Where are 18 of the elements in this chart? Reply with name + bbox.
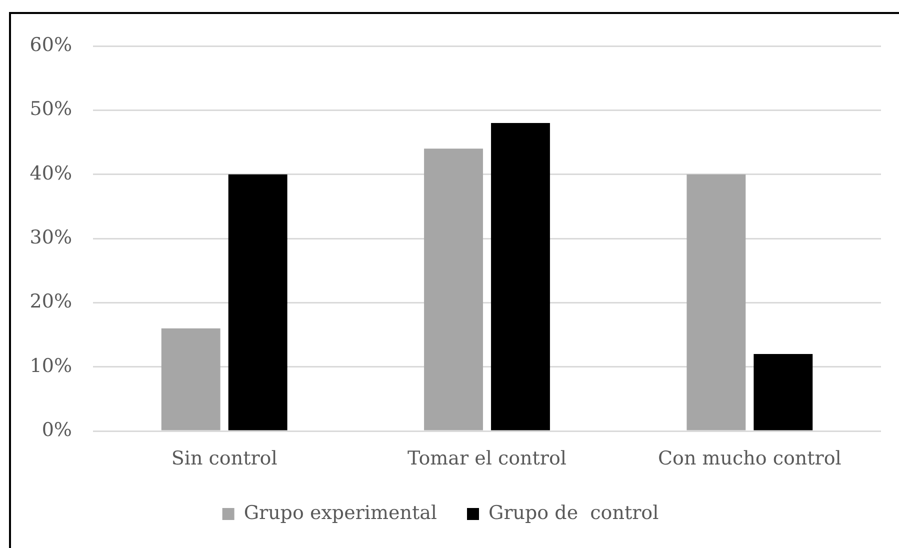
bar — [424, 148, 483, 430]
x-tick-label: Sin control — [171, 447, 278, 470]
bar — [228, 174, 288, 430]
y-tick-label: 30% — [30, 226, 72, 248]
y-tick-label: 60% — [30, 34, 72, 56]
y-tick-label: 40% — [30, 162, 72, 184]
y-tick-label: 20% — [30, 290, 72, 313]
bar — [686, 174, 746, 430]
legend-label: Grupo de control — [488, 502, 659, 524]
x-tick-label: Tomar el control — [407, 447, 567, 470]
x-tick-label: Con mucho control — [658, 447, 842, 470]
bar — [754, 354, 813, 430]
bar — [491, 123, 550, 430]
y-tick-label: 10% — [30, 354, 72, 377]
legend-label: Grupo experimental — [244, 502, 438, 524]
bar — [161, 328, 220, 430]
y-tick-label: 0% — [42, 418, 72, 441]
y-tick-label: 50% — [30, 98, 72, 120]
